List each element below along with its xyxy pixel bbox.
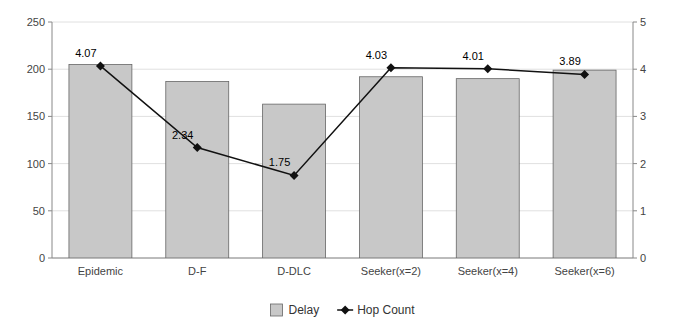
grid-line xyxy=(52,163,633,164)
plot-area xyxy=(69,61,616,258)
bar xyxy=(553,70,616,258)
y-tick-label: 250 xyxy=(27,16,45,28)
y2-tick xyxy=(633,163,637,164)
legend-item: Delay xyxy=(270,303,319,317)
y2-tick xyxy=(633,69,637,70)
y-tick-label: 200 xyxy=(27,63,45,75)
legend-marker xyxy=(341,306,350,315)
y-tick-label: 100 xyxy=(27,158,45,170)
legend-item: Hop Count xyxy=(337,303,415,317)
grid-line xyxy=(52,69,633,70)
marker xyxy=(290,171,299,180)
y-tick xyxy=(48,116,52,117)
y-tick xyxy=(48,258,52,259)
data-label: 3.89 xyxy=(559,55,580,67)
marker xyxy=(96,61,105,70)
bar xyxy=(263,104,326,258)
bar xyxy=(69,64,132,258)
x-tick-label: Epidemic xyxy=(78,265,124,277)
y2-tick xyxy=(633,22,637,23)
marker xyxy=(580,70,589,79)
x-axis xyxy=(52,258,633,259)
y2-tick xyxy=(633,116,637,117)
y2-tick-label: 1 xyxy=(640,205,646,217)
x-tick-label: Seeker(x=4) xyxy=(458,265,518,277)
y-tick xyxy=(48,69,52,70)
y2-tick-label: 0 xyxy=(640,252,646,264)
y-tick xyxy=(48,163,52,164)
line xyxy=(100,66,584,176)
marker xyxy=(483,64,492,73)
y2-tick-label: 2 xyxy=(640,158,646,170)
y2-tick xyxy=(633,258,637,259)
y-tick-label: 150 xyxy=(27,110,45,122)
marker xyxy=(193,143,202,152)
legend-label: Delay xyxy=(288,303,319,317)
grid xyxy=(52,22,633,258)
grid-line xyxy=(52,258,633,259)
legend: Delay Hop Count xyxy=(270,303,415,317)
y-tick-label: 0 xyxy=(39,252,45,264)
data-label: 1.75 xyxy=(269,156,290,168)
x-tick-label: Seeker(x=6) xyxy=(554,265,614,277)
grid-line xyxy=(52,210,633,211)
chart: 0 50 100 150 200 250 0 1 2 3 4 5 Epidemic D-F D-DLC See… xyxy=(0,0,679,330)
y2-axis xyxy=(633,22,634,258)
x-tick-label: D-F xyxy=(188,265,207,277)
legend-label: Hop Count xyxy=(357,303,415,317)
bar xyxy=(166,81,229,258)
legend-swatch xyxy=(270,304,282,316)
y-tick xyxy=(48,22,52,23)
marker xyxy=(386,63,395,72)
data-labels: 4.07 2.34 1.75 4.03 4.01 3.89 xyxy=(75,47,581,169)
x-tick-label: D-DLC xyxy=(277,265,311,277)
data-label: 2.34 xyxy=(172,129,193,141)
bar xyxy=(456,79,519,258)
bar xyxy=(359,77,422,258)
data-label: 4.01 xyxy=(463,50,484,62)
grid-line xyxy=(52,116,633,117)
y-axis xyxy=(52,22,53,258)
data-label: 4.07 xyxy=(75,47,96,59)
y-tick-label: 50 xyxy=(33,205,45,217)
grid-line xyxy=(52,22,633,23)
y2-tick xyxy=(633,210,637,211)
y2-tick-label: 5 xyxy=(640,16,646,28)
x-tick-label: Seeker(x=2) xyxy=(361,265,421,277)
y-tick xyxy=(48,210,52,211)
y2-tick-label: 4 xyxy=(640,63,646,75)
y2-tick-label: 3 xyxy=(640,110,646,122)
data-label: 4.03 xyxy=(366,49,387,61)
